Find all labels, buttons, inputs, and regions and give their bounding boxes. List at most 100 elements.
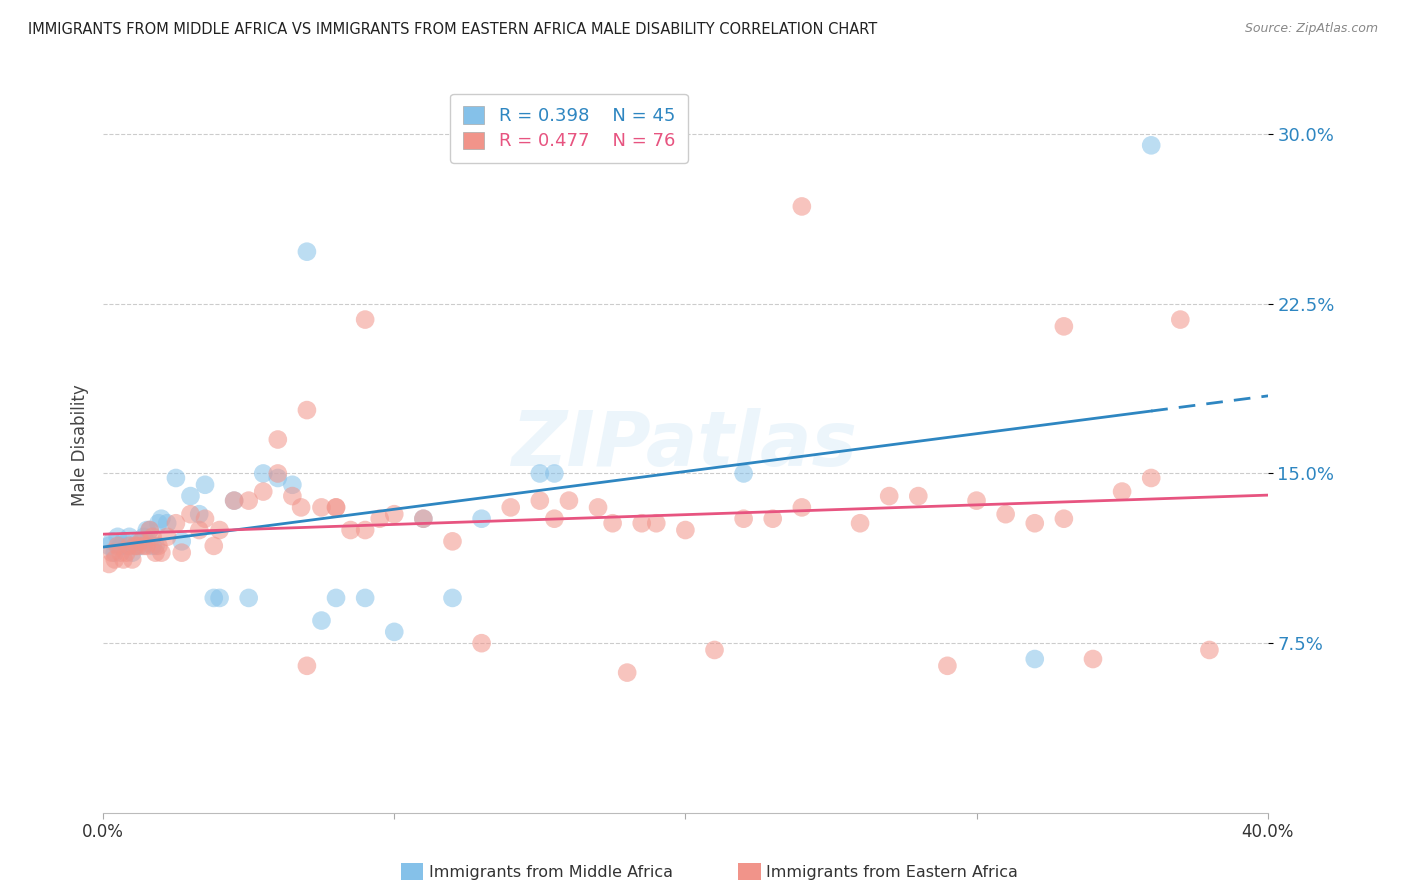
Point [849,516,872,531]
Point [1024,652,1046,666]
Point [179,489,201,503]
Point [156,530,179,544]
Point [165,471,187,485]
Point [966,493,988,508]
Point [586,500,609,515]
Point [115,539,138,553]
Point [142,539,165,553]
Point [790,199,813,213]
Point [194,477,217,491]
Point [115,546,138,560]
Point [311,500,333,515]
Point [295,403,318,417]
Point [1053,512,1076,526]
Point [630,516,652,531]
Point [118,539,141,553]
Point [558,493,581,508]
Point [441,534,464,549]
Point [107,530,129,544]
Point [1024,516,1046,531]
Point [107,539,129,553]
Point [179,507,201,521]
Point [110,546,132,560]
Point [543,512,565,526]
Point [354,312,377,326]
Point [762,512,785,526]
Point [543,467,565,481]
Point [267,471,290,485]
Point [142,530,165,544]
Point [877,489,900,503]
Point [135,523,157,537]
Point [138,523,160,537]
Point [1140,471,1163,485]
Point [124,539,146,553]
Point [267,433,290,447]
Point [188,507,211,521]
Point [790,500,813,515]
Point [368,512,391,526]
Point [936,658,959,673]
Text: Source: ZipAtlas.com: Source: ZipAtlas.com [1244,22,1378,36]
Point [529,493,551,508]
Point [602,516,624,531]
Point [208,523,231,537]
Point [150,546,173,560]
Point [112,552,135,566]
Point [121,552,143,566]
Point [1081,652,1104,666]
Point [121,546,143,560]
Point [194,512,217,526]
Point [994,507,1017,521]
Point [150,512,173,526]
Text: IMMIGRANTS FROM MIDDLE AFRICA VS IMMIGRANTS FROM EASTERN AFRICA MALE DISABILITY : IMMIGRANTS FROM MIDDLE AFRICA VS IMMIGRA… [28,22,877,37]
Point [325,591,347,605]
Point [281,489,304,503]
Point [148,516,170,531]
Point [281,477,304,491]
Legend: R = 0.398    N = 45, R = 0.477    N = 76: R = 0.398 N = 45, R = 0.477 N = 76 [450,94,688,163]
Point [124,539,146,553]
Point [132,530,155,544]
Point [1053,319,1076,334]
Point [238,493,260,508]
Point [1198,643,1220,657]
Point [499,500,522,515]
Point [441,591,464,605]
Point [101,546,124,560]
Point [135,539,157,553]
Point [1140,138,1163,153]
Point [110,539,132,553]
Point [703,643,725,657]
Point [170,534,193,549]
Point [145,546,167,560]
Text: Immigrants from Eastern Africa: Immigrants from Eastern Africa [766,865,1018,880]
Point [382,624,405,639]
Point [295,244,318,259]
Point [238,591,260,605]
Point [907,489,929,503]
Point [673,523,696,537]
Point [412,512,434,526]
Point [290,500,312,515]
Point [295,658,318,673]
Point [101,534,124,549]
Point [188,523,211,537]
Point [138,523,160,537]
Point [224,493,246,508]
Point [129,534,152,549]
Point [733,467,755,481]
Point [170,546,193,560]
Point [97,557,120,571]
Point [202,591,225,605]
Point [471,512,494,526]
Point [325,500,347,515]
Point [529,467,551,481]
Point [412,512,434,526]
Point [354,591,377,605]
Point [224,493,246,508]
Point [127,534,149,549]
Point [127,539,149,553]
Point [118,530,141,544]
Point [104,546,127,560]
